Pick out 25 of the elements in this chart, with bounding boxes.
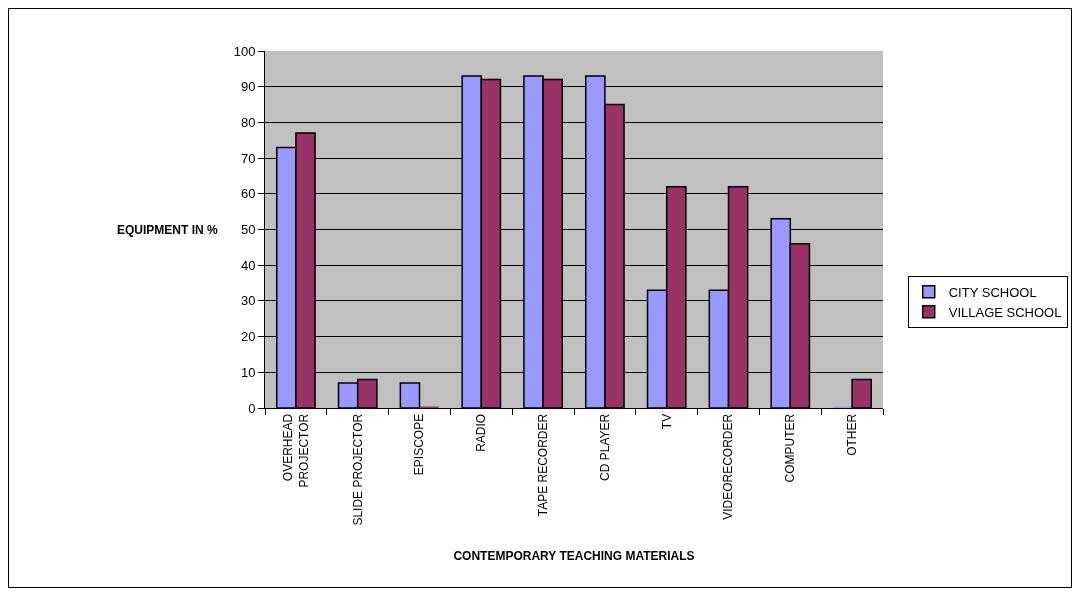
y-tick-label: 90 <box>240 79 256 95</box>
legend-label: VILLAGE SCHOOL <box>948 304 1062 320</box>
y-tick-label: 30 <box>240 293 256 309</box>
y-tick-label: 70 <box>240 150 256 166</box>
x-tick-label: TAPE RECORDER <box>536 413 550 517</box>
y-tick-label: 100 <box>233 43 256 59</box>
y-tick-label: 20 <box>240 329 256 345</box>
y-tick-label: 60 <box>240 186 256 202</box>
x-tick-label: CD PLAYER <box>597 413 612 481</box>
x-tick-label: SLIDE PROJECTOR <box>350 413 365 526</box>
x-tick-label: RADIO <box>474 413 489 452</box>
x-tick-label: EPISCOPE <box>412 413 427 476</box>
y-tick-label: 80 <box>240 114 256 130</box>
x-tick-label: TV <box>659 413 674 430</box>
y-tick-label: 0 <box>248 400 256 416</box>
x-tick-label: OTHER <box>845 413 859 456</box>
y-tick-label: 10 <box>240 364 256 380</box>
x-tick-label: COMPUTER <box>783 413 798 483</box>
legend-label: CITY SCHOOL <box>948 284 1037 300</box>
x-tick-label: VIDEORECORDER <box>721 413 736 520</box>
y-axis-title: EQUIPMENT IN % <box>117 223 219 237</box>
x-axis-title: CONTEMPORARY TEACHING MATERIALS <box>453 548 695 563</box>
y-tick-label: 50 <box>240 222 256 238</box>
y-tick-label: 40 <box>240 257 256 273</box>
x-tick-label: OVERHEAD PROJECTOR <box>281 413 311 488</box>
